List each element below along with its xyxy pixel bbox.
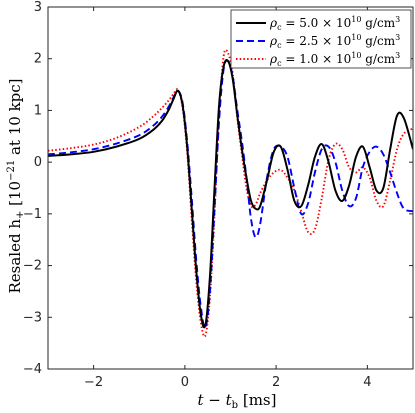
y-tick-label: −1 (23, 207, 42, 222)
legend-label-1: ρc = 5.0 × 1010 g/cm3 (269, 15, 400, 32)
series-layer (48, 48, 413, 338)
y-tick-label: −2 (23, 259, 42, 274)
y-axis-title: Resaled h+ [10−21 at 10 kpc] (6, 78, 26, 293)
x-tick-label: 2 (272, 375, 280, 390)
legend-box (230, 9, 412, 69)
plot-frame (47, 6, 414, 370)
tick-layer: −2 0 2 4 −4 −3 −2 −1 0 1 2 3 (23, 0, 413, 390)
legend-label-3: ρc = 1.0 × 1010 g/cm3 (269, 51, 400, 68)
y-tick-label: 0 (34, 155, 42, 170)
series-line-2 (48, 59, 413, 329)
y-tick-label: 1 (34, 103, 42, 118)
x-tick-label: 0 (181, 375, 189, 390)
x-tick-label: 4 (363, 375, 371, 390)
x-tick-label: −2 (84, 375, 103, 390)
y-tick-label: −3 (23, 310, 42, 325)
series-line-3 (48, 48, 413, 338)
y-tick-label: −4 (23, 362, 42, 377)
legend-label-2: ρc = 2.5 × 1010 g/cm3 (269, 33, 400, 50)
y-tick-label: 3 (34, 0, 42, 15)
y-tick-label: 2 (34, 52, 42, 67)
series-line-1 (48, 59, 413, 329)
x-axis-title: t − tb [ms] (198, 391, 277, 411)
